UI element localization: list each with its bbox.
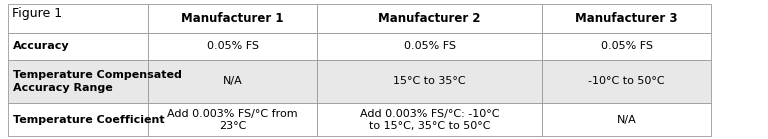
Bar: [148, 60, 317, 103]
Text: Temperature Coefficient: Temperature Coefficient: [13, 115, 164, 125]
Text: 15°C to 35°C: 15°C to 35°C: [393, 76, 466, 86]
Bar: [148, 4, 317, 33]
Bar: [8, 103, 148, 136]
Bar: [8, 60, 148, 103]
Text: Add 0.003% FS/°C from
23°C: Add 0.003% FS/°C from 23°C: [167, 109, 298, 131]
Bar: [148, 103, 317, 136]
Bar: [8, 4, 148, 33]
Bar: [542, 4, 711, 33]
Text: N/A: N/A: [223, 76, 243, 86]
Bar: [317, 103, 542, 136]
Text: Manufacturer 1: Manufacturer 1: [181, 12, 284, 25]
Bar: [542, 103, 711, 136]
Text: N/A: N/A: [617, 115, 637, 125]
Bar: [148, 33, 317, 60]
Bar: [542, 33, 711, 60]
Text: Figure 1: Figure 1: [12, 7, 61, 20]
Bar: [8, 33, 148, 60]
Bar: [542, 60, 711, 103]
Text: -10°C to 50°C: -10°C to 50°C: [588, 76, 665, 86]
Text: Temperature Compensated
Accuracy Range: Temperature Compensated Accuracy Range: [13, 70, 182, 93]
Text: Manufacturer 2: Manufacturer 2: [379, 12, 481, 25]
Text: Accuracy: Accuracy: [13, 41, 70, 51]
Text: 0.05% FS: 0.05% FS: [601, 41, 653, 51]
Text: 0.05% FS: 0.05% FS: [404, 41, 455, 51]
Bar: [317, 60, 542, 103]
Bar: [317, 33, 542, 60]
Text: 0.05% FS: 0.05% FS: [207, 41, 259, 51]
Text: Manufacturer 3: Manufacturer 3: [575, 12, 678, 25]
Bar: [317, 4, 542, 33]
Text: Add 0.003% FS/°C: -10°C
to 15°C, 35°C to 50°C: Add 0.003% FS/°C: -10°C to 15°C, 35°C to…: [360, 109, 499, 131]
